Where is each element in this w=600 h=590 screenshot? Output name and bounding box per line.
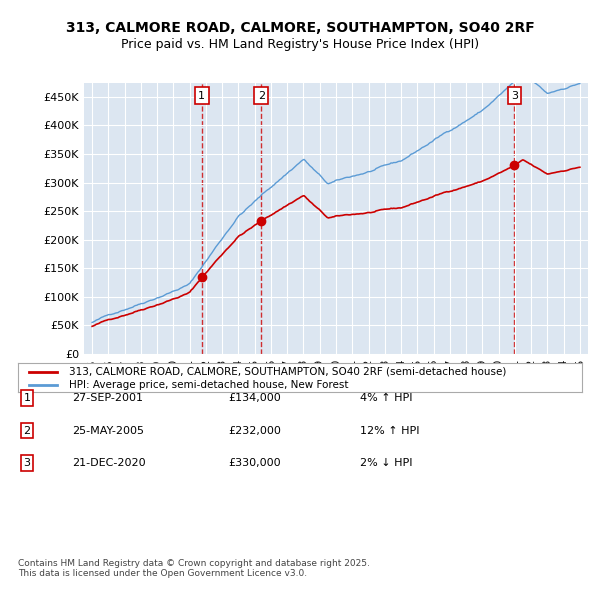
Text: 3: 3 — [511, 91, 518, 101]
Text: 25-MAY-2005: 25-MAY-2005 — [72, 426, 144, 435]
Text: 2: 2 — [23, 426, 31, 435]
Text: 313, CALMORE ROAD, CALMORE, SOUTHAMPTON, SO40 2RF: 313, CALMORE ROAD, CALMORE, SOUTHAMPTON,… — [65, 21, 535, 35]
Text: 1: 1 — [23, 394, 31, 403]
Text: 3: 3 — [23, 458, 31, 468]
Text: HPI: Average price, semi-detached house, New Forest: HPI: Average price, semi-detached house,… — [69, 380, 348, 390]
Text: £232,000: £232,000 — [228, 426, 281, 435]
Text: 1: 1 — [198, 91, 205, 101]
Text: 27-SEP-2001: 27-SEP-2001 — [72, 394, 143, 403]
Text: 21-DEC-2020: 21-DEC-2020 — [72, 458, 146, 468]
Text: Contains HM Land Registry data © Crown copyright and database right 2025.
This d: Contains HM Land Registry data © Crown c… — [18, 559, 370, 578]
Text: 2% ↓ HPI: 2% ↓ HPI — [360, 458, 413, 468]
Text: Price paid vs. HM Land Registry's House Price Index (HPI): Price paid vs. HM Land Registry's House … — [121, 38, 479, 51]
Text: 4% ↑ HPI: 4% ↑ HPI — [360, 394, 413, 403]
Text: 2: 2 — [257, 91, 265, 101]
Text: 12% ↑ HPI: 12% ↑ HPI — [360, 426, 419, 435]
Text: £330,000: £330,000 — [228, 458, 281, 468]
Text: £134,000: £134,000 — [228, 394, 281, 403]
Text: 313, CALMORE ROAD, CALMORE, SOUTHAMPTON, SO40 2RF (semi-detached house): 313, CALMORE ROAD, CALMORE, SOUTHAMPTON,… — [69, 367, 506, 376]
